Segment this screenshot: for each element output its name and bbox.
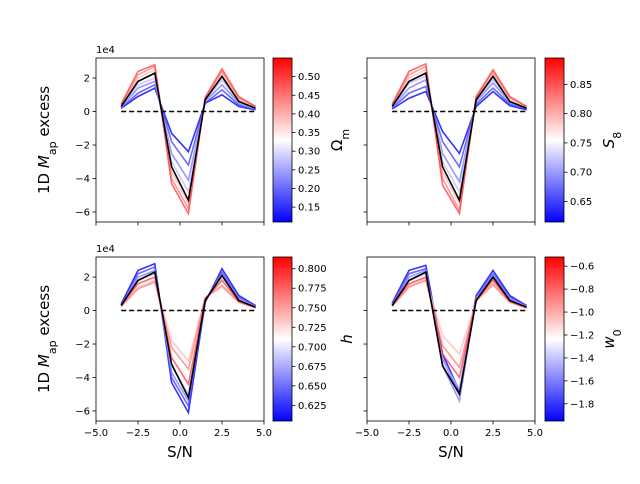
y-offset-text: 1e4	[96, 244, 115, 255]
colorbar-tick-label: 0.675	[298, 362, 327, 373]
series-line-4	[391, 68, 527, 207]
y-tick-label: 0	[84, 107, 90, 118]
y-axis-label: 1D Map excess	[35, 86, 59, 194]
x-tick-label: −2.5	[397, 428, 421, 439]
series-line-1	[391, 85, 527, 169]
colorbar-tick-label: 0.700	[298, 342, 327, 353]
colorbar-tick-label: 0.775	[298, 284, 327, 295]
panel-bottom-right: −5.0 −2.5 0.0 2.5 5.0 S/N −1.8 −1.6 −1.4 −1.2 −1.0…	[355, 256, 624, 461]
series-line-3	[120, 77, 256, 195]
series-line-6	[120, 63, 257, 217]
colorbar-tick-label: 0.15	[298, 203, 320, 214]
y-tick-label: −4	[75, 174, 90, 185]
colorbar-tick-label: −0.8	[570, 285, 594, 296]
y-tick-label: −2	[75, 340, 90, 351]
series-line-2	[120, 80, 256, 183]
y-tick-label: −4	[75, 373, 90, 384]
colorbar-tick-label: 0.65	[570, 197, 592, 208]
colorbar-tick-label: −1.8	[570, 399, 594, 410]
colorbar: 0.625 0.650 0.675 0.700 0.725 0.750 0.775 0.800…	[272, 256, 356, 422]
colorbar: 0.15 0.20 0.25 0.30 0.35 0.40 0.45 0.50 Ωm	[272, 57, 352, 223]
colorbar-tick-label: 0.800	[298, 264, 327, 275]
colorbar-tick-label: 0.75	[570, 138, 592, 149]
series-line-5	[391, 279, 527, 370]
x-tick-label: −5.0	[84, 428, 108, 439]
colorbar-gradient	[272, 57, 293, 223]
y-tick-label: −2	[75, 141, 90, 152]
panel-top-left: −6 −4 −2 0 2 1e4 1D Map excess 0.15 0.20 0.25 0.30…	[35, 45, 352, 226]
x-tick-label: 5.0	[256, 428, 272, 439]
fiducial-line	[391, 270, 527, 397]
y-offset-text: 1e4	[96, 45, 115, 56]
panel-bottom-left: −5.0 −2.5 0.0 2.5 5.0 −6 −4 −2 0 2 1e4 1D Map exces…	[35, 244, 356, 461]
x-tick-label: 2.5	[485, 428, 501, 439]
colorbar-tick-label: −1.6	[570, 376, 594, 387]
series-line-6	[120, 276, 256, 387]
series-line-2	[391, 269, 527, 404]
series-line-6	[391, 62, 528, 216]
series-line-6	[391, 276, 527, 380]
panels-group: −6 −4 −2 0 2 1e4 1D Map excess 0.15 0.20 0.25 0.30…	[35, 45, 624, 461]
colorbar: 0.65 0.70 0.75 0.80 0.85 S8	[544, 57, 624, 223]
colorbar-tick-label: −0.6	[570, 262, 594, 273]
x-tick-label: −5.0	[355, 428, 379, 439]
series-line-5	[120, 281, 256, 371]
colorbar-gradient	[544, 256, 565, 422]
colorbar-tick-label: −1.0	[570, 308, 594, 319]
colorbar-label: h	[338, 334, 356, 344]
x-tick-label: 2.5	[214, 428, 230, 439]
series-line-0	[120, 262, 257, 416]
series-line-0	[120, 86, 256, 154]
x-tick-label: 5.0	[527, 428, 543, 439]
colorbar-tick-label: 0.25	[298, 165, 320, 176]
colorbar-tick-label: 0.650	[298, 381, 327, 392]
x-axis-label: S/N	[438, 443, 464, 461]
colorbar-gradient	[544, 57, 565, 223]
x-tick-label: 0.0	[172, 428, 188, 439]
series-line-2	[120, 269, 256, 404]
series-line-1	[120, 83, 256, 167]
y-tick-label: −6	[75, 207, 90, 218]
colorbar-tick-label: 0.35	[298, 128, 320, 139]
plot-area	[96, 257, 264, 421]
colorbar-tick-label: 0.725	[298, 323, 327, 334]
y-tick-label: −6	[75, 406, 90, 417]
colorbar-label: Ωm	[328, 129, 352, 151]
colorbar-tick-label: 0.45	[298, 91, 320, 102]
colorbar-tick-label: 0.70	[570, 168, 592, 179]
fiducial-line	[120, 270, 256, 401]
colorbar-tick-label: 0.20	[298, 184, 320, 195]
y-axis-label: 1D Map excess	[35, 285, 59, 393]
colorbar: −1.8 −1.6 −1.4 −1.2 −1.0 −0.8 −0.6 w0	[544, 256, 624, 422]
plot-area	[367, 58, 535, 222]
colorbar-tick-label: −1.2	[570, 330, 594, 341]
colorbar-tick-label: −1.4	[570, 353, 594, 364]
colorbar-gradient	[272, 256, 293, 422]
colorbar-tick-label: 0.625	[298, 401, 327, 412]
plot-area	[367, 257, 535, 421]
panel-top-right: 0.65 0.70 0.75 0.80 0.85 S8	[363, 57, 624, 226]
y-tick-label: 0	[84, 306, 90, 317]
x-tick-label: −2.5	[126, 428, 150, 439]
colorbar-tick-label: 0.750	[298, 303, 327, 314]
colorbar-tick-label: 0.80	[570, 109, 592, 120]
colorbar-label: w0	[600, 329, 624, 348]
colorbar-tick-label: 0.85	[570, 80, 592, 91]
series-line-0	[391, 90, 527, 156]
colorbar-tick-label: 0.50	[298, 72, 320, 83]
x-tick-label: 0.0	[443, 428, 459, 439]
series-line-2	[391, 78, 527, 184]
colorbar-label: S8	[600, 132, 624, 149]
colorbar-tick-label: 0.40	[298, 109, 320, 120]
fiducial-line	[391, 71, 527, 203]
colorbar-tick-label: 0.30	[298, 147, 320, 158]
fiducial-line	[120, 71, 256, 203]
y-tick-label: 2	[84, 273, 90, 284]
y-tick-label: 2	[84, 74, 90, 85]
series-line-1	[120, 265, 256, 409]
x-axis-label: S/N	[167, 443, 193, 461]
